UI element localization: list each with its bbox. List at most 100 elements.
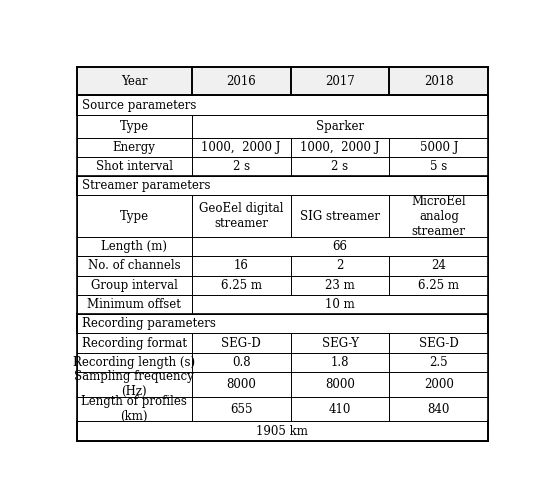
Bar xyxy=(192,196,290,237)
Text: 1000,  2000 J: 1000, 2000 J xyxy=(300,141,380,154)
Bar xyxy=(77,137,192,157)
Bar xyxy=(77,196,192,237)
Text: No. of channels: No. of channels xyxy=(88,260,181,273)
Bar xyxy=(77,353,192,372)
Text: SEG-D: SEG-D xyxy=(222,337,261,350)
Bar xyxy=(390,372,488,397)
Text: Group interval: Group interval xyxy=(91,279,177,292)
Bar xyxy=(290,196,390,237)
Text: 5000 J: 5000 J xyxy=(419,141,458,154)
Text: Sampling frequency
(Hz): Sampling frequency (Hz) xyxy=(74,370,194,398)
Text: 1000,  2000 J: 1000, 2000 J xyxy=(202,141,281,154)
Bar xyxy=(77,397,192,422)
Text: SIG streamer: SIG streamer xyxy=(300,210,380,223)
Bar xyxy=(77,257,192,276)
Bar xyxy=(290,157,390,176)
Text: MicroEel
analog
streamer: MicroEel analog streamer xyxy=(412,195,466,238)
Text: 5 s: 5 s xyxy=(430,160,447,173)
Text: SEG-Y: SEG-Y xyxy=(322,337,359,350)
Text: Minimum offset: Minimum offset xyxy=(87,298,181,311)
Bar xyxy=(77,276,192,295)
Bar xyxy=(290,67,390,96)
Bar xyxy=(192,115,488,137)
Text: Year: Year xyxy=(121,75,148,88)
Bar xyxy=(77,176,488,196)
Text: 66: 66 xyxy=(332,240,348,253)
Bar xyxy=(77,295,192,314)
Bar xyxy=(192,333,290,353)
Text: 2018: 2018 xyxy=(424,75,453,88)
Bar xyxy=(77,157,192,176)
Text: Recording format: Recording format xyxy=(82,337,187,350)
Text: 6.25 m: 6.25 m xyxy=(418,279,460,292)
Text: Energy: Energy xyxy=(113,141,155,154)
Bar xyxy=(77,333,192,353)
Bar xyxy=(192,397,290,422)
Text: Type: Type xyxy=(120,120,149,133)
Text: 1905 km: 1905 km xyxy=(256,425,309,438)
Text: GeoEel digital
streamer: GeoEel digital streamer xyxy=(199,202,283,230)
Text: 2000: 2000 xyxy=(424,378,454,391)
Text: Type: Type xyxy=(120,210,149,223)
Bar xyxy=(390,257,488,276)
Text: 8000: 8000 xyxy=(226,378,256,391)
Bar xyxy=(192,137,290,157)
Text: 1.8: 1.8 xyxy=(331,356,349,369)
Bar xyxy=(77,314,488,333)
Bar xyxy=(192,372,290,397)
Bar xyxy=(77,96,488,115)
Text: 8000: 8000 xyxy=(325,378,355,391)
Text: 2017: 2017 xyxy=(325,75,355,88)
Bar xyxy=(290,372,390,397)
Bar xyxy=(290,333,390,353)
Bar xyxy=(290,353,390,372)
Text: 2 s: 2 s xyxy=(332,160,349,173)
Bar xyxy=(290,276,390,295)
Bar xyxy=(192,276,290,295)
Bar xyxy=(390,333,488,353)
Text: 16: 16 xyxy=(234,260,249,273)
Bar xyxy=(192,257,290,276)
Bar xyxy=(192,237,488,257)
Bar xyxy=(390,276,488,295)
Bar xyxy=(192,295,488,314)
Text: 24: 24 xyxy=(431,260,446,273)
Text: 6.25 m: 6.25 m xyxy=(221,279,262,292)
Text: 0.8: 0.8 xyxy=(232,356,251,369)
Text: 10 m: 10 m xyxy=(325,298,355,311)
Text: 410: 410 xyxy=(329,402,351,415)
Text: Shot interval: Shot interval xyxy=(96,160,172,173)
Bar xyxy=(390,67,488,96)
Bar xyxy=(192,67,290,96)
Text: 23 m: 23 m xyxy=(325,279,355,292)
Bar xyxy=(192,157,290,176)
Text: SEG-D: SEG-D xyxy=(419,337,458,350)
Bar xyxy=(192,353,290,372)
Text: 2: 2 xyxy=(336,260,344,273)
Bar xyxy=(390,196,488,237)
Text: Streamer parameters: Streamer parameters xyxy=(82,179,210,192)
Text: 2.5: 2.5 xyxy=(429,356,448,369)
Text: 2 s: 2 s xyxy=(233,160,250,173)
Text: Recording length (s): Recording length (s) xyxy=(73,356,195,369)
Text: Source parameters: Source parameters xyxy=(82,99,196,112)
Bar xyxy=(290,397,390,422)
Bar xyxy=(77,372,192,397)
Text: Length (m): Length (m) xyxy=(101,240,167,253)
Text: 655: 655 xyxy=(230,402,252,415)
Text: Sparker: Sparker xyxy=(316,120,364,133)
Bar xyxy=(290,137,390,157)
Bar xyxy=(390,397,488,422)
Bar xyxy=(77,67,192,96)
Bar xyxy=(290,257,390,276)
Bar xyxy=(390,353,488,372)
Text: 840: 840 xyxy=(428,402,450,415)
Bar xyxy=(77,422,488,441)
Text: Recording parameters: Recording parameters xyxy=(82,317,215,330)
Bar xyxy=(77,115,192,137)
Bar xyxy=(390,157,488,176)
Bar xyxy=(77,237,192,257)
Text: 2016: 2016 xyxy=(226,75,256,88)
Text: Length of profiles
(km): Length of profiles (km) xyxy=(81,395,187,423)
Bar xyxy=(390,137,488,157)
